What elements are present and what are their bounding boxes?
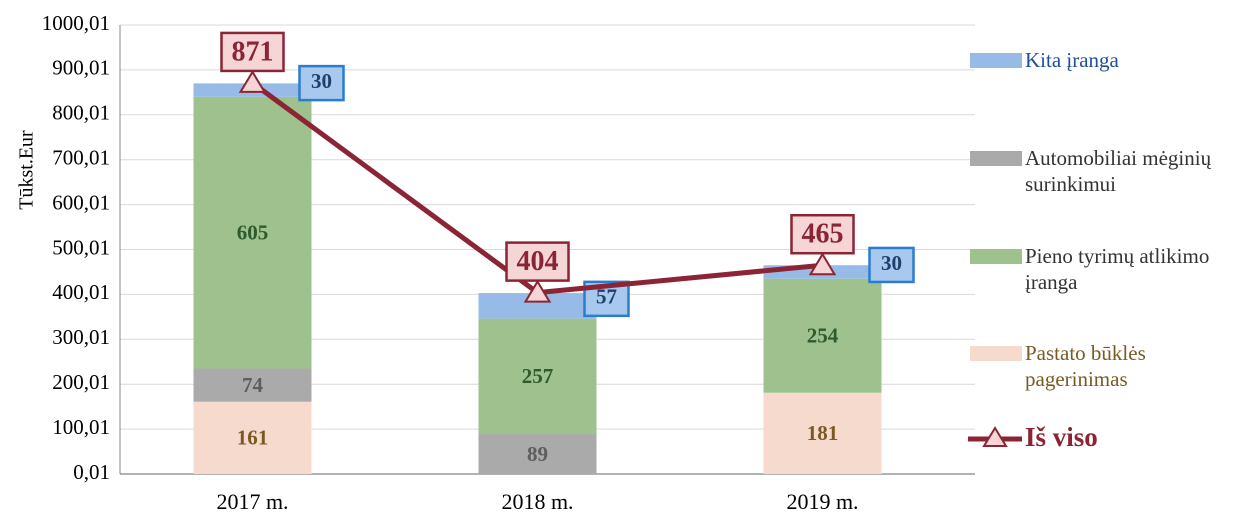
legend-label: Automobiliai mėginių surinkimui [1025,146,1212,196]
x-tick-label: 2017 m. [216,489,288,514]
legend-swatch [970,346,1022,361]
value-label-box [505,241,570,282]
y-tick-label: 500,01 [52,235,110,259]
x-tick-label: 2019 m. [786,489,858,514]
total-marker [238,69,267,93]
value-label: 257 [522,364,554,388]
legend-label: Iš viso [1025,422,1098,452]
value-label-box [298,64,345,102]
legend-swatch [970,249,1022,264]
y-tick-label: 1000,01 [42,11,110,35]
legend-swatch [970,151,1022,166]
x-tick-label: 2018 m. [501,489,573,514]
y-tick-label: 300,01 [52,325,110,349]
y-tick-label: 100,01 [52,415,110,439]
legend-label: Pieno tyrimų atlikimo įranga [1025,244,1210,294]
value-label-box [220,31,285,73]
bar-segment [193,401,312,474]
bar-segment [478,318,597,435]
value-label: 465 [802,219,844,250]
y-tick-label: 800,01 [52,101,110,125]
y-tick-label: 600,01 [52,190,110,214]
bar-segment [193,368,312,402]
total-marker [523,279,552,303]
legend-swatch [970,53,1022,68]
legend-label: Kita įranga [1025,48,1119,72]
y-tick-label: 700,01 [52,146,110,170]
legend-label: Pastato būklės pagerinimas [1025,341,1146,391]
y-tick-label: 400,01 [52,280,110,304]
value-label: 404 [517,246,559,277]
y-tick-label: 200,01 [52,370,110,394]
value-label-box [868,246,915,284]
value-label: 181 [807,421,839,445]
value-label: 871 [232,36,274,67]
value-label: 30 [881,251,902,275]
value-label: 57 [596,285,617,309]
value-label: 605 [237,220,269,244]
value-label: 74 [242,373,264,397]
value-label: 161 [237,426,269,450]
value-label: 30 [311,69,332,93]
value-label: 89 [527,442,548,466]
total-marker [808,252,837,276]
bar-segment [193,96,312,369]
y-tick-label: 900,01 [52,56,110,80]
bar-segment [478,434,597,474]
bar-segment [763,278,882,393]
legend-marker [982,426,1008,447]
y-axis-title: Tūkst.Eur [16,130,38,210]
y-tick-label: 0,01 [73,460,110,484]
value-label-box [790,213,855,255]
bar-segment [763,392,882,474]
value-label: 254 [807,324,839,348]
